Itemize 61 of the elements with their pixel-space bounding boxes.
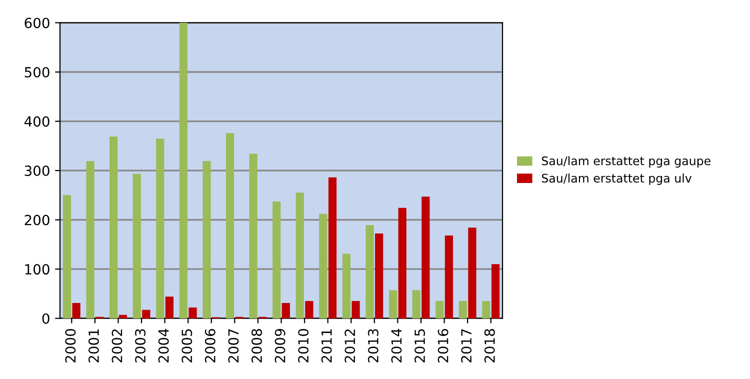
x-tick-label: 2010 [298,329,309,362]
x-tick-label: 2002 [112,329,122,362]
bar [482,301,490,318]
legend-label: Sau/lam erstattet pga ulv [542,174,692,185]
bar [366,225,374,318]
bar [110,136,118,318]
x-tick-label: 2011 [321,329,332,362]
x-tick-label: 2003 [135,329,146,362]
bar [282,303,290,318]
bar [249,154,258,318]
bar [422,196,430,318]
bar [202,161,211,318]
bar [72,303,80,318]
bar [444,236,453,318]
y-tick-label: 600 [24,18,50,28]
bar [352,301,360,318]
x-tick-label: 2004 [158,328,169,362]
bar [458,301,467,318]
y-tick-label: 300 [24,166,50,176]
bar [319,214,328,318]
bar [305,301,314,318]
y-tick-label: 0 [42,313,50,324]
y-tick-label: 200 [24,214,50,226]
bar [328,177,337,318]
bar [188,307,197,318]
x-tick-label: 2017 [461,329,472,362]
x-tick-label: 2015 [414,329,426,362]
x-tick-label: 2018 [484,329,495,362]
x-tick-label: 2014 [391,328,402,362]
y-tick-label: 500 [24,66,50,78]
bar [468,228,476,318]
y-tick-label: 400 [24,116,50,127]
x-tick-label: 2001 [88,329,99,362]
legend-label: Sau/lam erstattet pga gaupe [542,156,710,168]
bar [412,290,420,318]
x-tick-label: 2006 [204,328,216,362]
x-tick-label: 2000 [65,329,76,362]
x-tick-label: 2008 [251,329,262,362]
bar [86,161,94,318]
x-tick-label: 2005 [182,329,192,362]
bar [179,22,188,318]
bar [165,296,174,318]
bar [388,290,398,318]
x-tick-label: 2012 [344,329,356,362]
y-tick-label: 100 [25,264,50,275]
bar [342,254,351,318]
bar [142,310,150,318]
bar [375,234,384,318]
bar [436,301,444,318]
bar [398,208,406,318]
x-tick-label: 2009 [274,329,286,362]
x-tick-label: 2007 [228,329,239,362]
bar [156,138,164,318]
bar [272,202,281,318]
x-tick-label: 2013 [368,329,378,362]
bar [226,133,234,318]
bar [491,264,500,318]
x-tick-label: 2016 [438,328,448,362]
bar [62,195,72,318]
bar [296,192,304,318]
bar [132,174,141,318]
